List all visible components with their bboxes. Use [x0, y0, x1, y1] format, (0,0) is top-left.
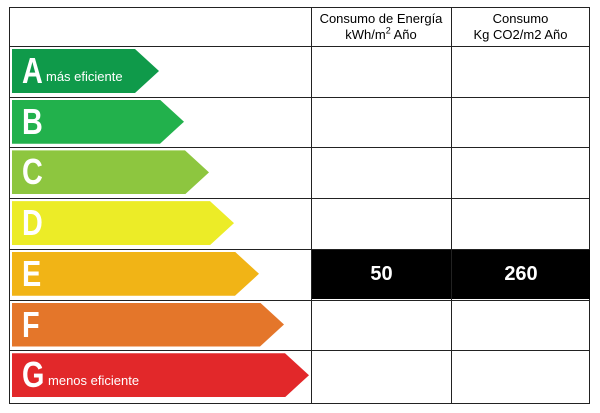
rating-arrow-e: E — [12, 252, 259, 296]
rating-note: menos eficiente — [48, 372, 140, 388]
header-co2-line2: Kg CO2/m2 Año — [473, 27, 568, 42]
header-energy-unit-exponent: 2 — [385, 25, 391, 36]
rating-letter: B — [22, 100, 43, 142]
row-divider — [10, 350, 589, 352]
header-energy-unit-tail: Año — [390, 27, 417, 42]
row-divider — [10, 299, 589, 301]
rating-letter: C — [22, 151, 43, 193]
rating-note: más eficiente — [46, 68, 123, 84]
rating-letter: E — [22, 252, 42, 294]
rating-letter: D — [22, 202, 43, 244]
rating-arrow-c: C — [12, 150, 209, 194]
column-divider — [451, 8, 452, 403]
row-divider — [10, 46, 589, 47]
header-energy-consumption: Consumo de Energía kWh/m2 Año — [311, 8, 451, 46]
column-divider — [311, 8, 312, 403]
header-energy-line2: kWh/m2 Año — [345, 25, 417, 43]
rating-letter: F — [22, 303, 40, 345]
co2-emissions-value: 260 — [452, 249, 590, 300]
rating-arrow-b: B — [12, 100, 184, 144]
header-energy-unit: kWh/m — [345, 27, 386, 42]
row-divider — [10, 96, 589, 98]
row-divider — [10, 147, 589, 149]
header-co2-emissions: Consumo Kg CO2/m2 Año — [451, 8, 590, 46]
row-divider — [10, 248, 589, 250]
energy-rating-table: Consumo de Energía kWh/m2 Año Consumo Kg… — [9, 7, 590, 404]
rating-letter: A — [22, 50, 43, 91]
header-energy-line1: Consumo de Energía — [319, 11, 443, 26]
rating-letter: G — [22, 354, 45, 396]
row-divider — [10, 198, 589, 200]
rating-arrow-d: D — [12, 201, 234, 245]
rating-arrow-f: F — [12, 303, 284, 347]
energy-consumption-value: 50 — [312, 249, 451, 300]
header-co2-line1: Consumo — [492, 11, 549, 26]
